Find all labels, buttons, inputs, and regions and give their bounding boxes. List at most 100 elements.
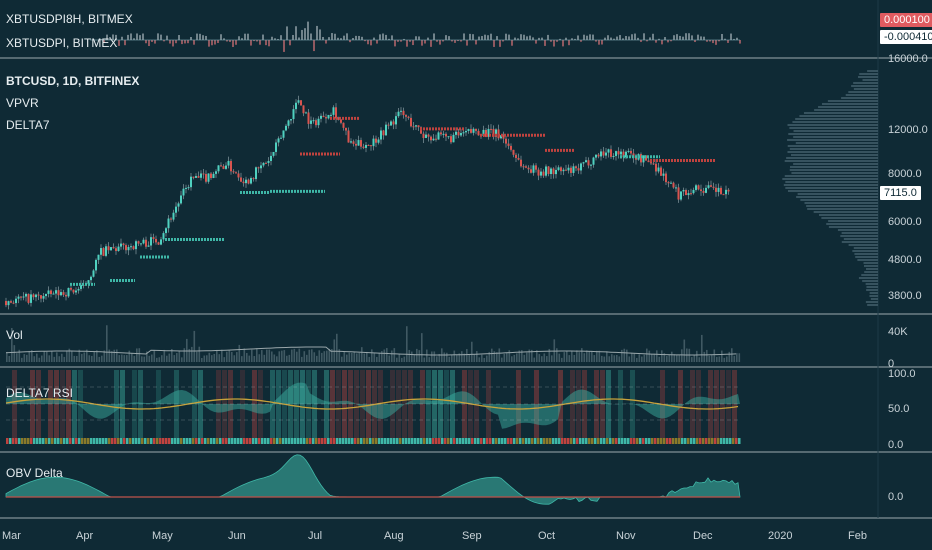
funding-bar [307, 21, 309, 40]
candle-body [287, 120, 290, 126]
funding-bar [541, 37, 543, 40]
volume-bar [608, 356, 611, 362]
price-tick-4800: 4800.0 [888, 254, 922, 266]
candle-body [557, 167, 560, 170]
volume-bar [398, 353, 401, 362]
candle-body [105, 246, 107, 256]
funding-bar [601, 40, 603, 45]
candle-body [500, 135, 502, 139]
volume-bar [43, 351, 46, 362]
funding-bar [457, 40, 459, 42]
candle-body [185, 187, 187, 189]
candle-body [475, 128, 477, 131]
candle-body [575, 166, 577, 169]
rsi-signal-bar [66, 438, 69, 444]
candle-body [60, 292, 62, 296]
volume-bar [371, 349, 373, 362]
rsi-signal-bar [75, 438, 78, 444]
volume-bar [151, 354, 153, 362]
rsi-signal-bar [105, 438, 108, 444]
vpvr-bar [861, 274, 878, 276]
funding-bar [619, 35, 621, 40]
candle-body [525, 166, 527, 168]
funding-bar [169, 40, 171, 44]
rsi-signal-bar [432, 438, 435, 444]
candle-body [330, 114, 332, 116]
volume-bar [503, 353, 506, 362]
candle-body [677, 187, 680, 200]
volume-bar [713, 349, 716, 362]
funding-bar [691, 35, 693, 40]
funding-bar [109, 37, 111, 40]
candle-body [265, 162, 267, 164]
rsi-signal-bar [696, 438, 699, 444]
volume-bar [468, 354, 471, 362]
rsi-signal-bar [651, 438, 654, 444]
rsi-signal-bar [639, 438, 642, 444]
candle-body [217, 165, 220, 172]
volume-bar [363, 353, 366, 362]
volume-bar [38, 357, 41, 362]
rsi-background-band [114, 370, 119, 438]
funding-bar [127, 34, 129, 40]
volume-bar [313, 352, 316, 362]
rsi-background-band [288, 370, 293, 438]
volume-bar [448, 356, 451, 362]
candle-body [142, 239, 145, 244]
rsi-signal-bar [381, 438, 384, 444]
rsi-signal-bar [708, 438, 711, 444]
price-tick-3800: 3800.0 [888, 290, 922, 302]
funding-bar [226, 40, 228, 42]
candle-body [502, 135, 505, 139]
volume-bar [318, 350, 321, 362]
volume-bar [18, 349, 21, 362]
candle-body [695, 185, 697, 190]
volume-bar [188, 348, 191, 362]
volume-bar [661, 350, 663, 362]
rsi-signal-bar [102, 438, 105, 444]
volume-bar [283, 350, 286, 362]
candle-body [662, 173, 665, 176]
funding-bar [241, 38, 243, 40]
volume-bar [221, 349, 223, 362]
candle-body [275, 142, 277, 152]
funding-bar [373, 37, 375, 40]
indicator-delta7[interactable]: DELTA7 [6, 118, 50, 132]
rsi-signal-bar [519, 438, 522, 444]
funding-bar [232, 40, 234, 47]
vpvr-bar [864, 271, 878, 273]
rsi-signal-bar [480, 438, 483, 444]
candle-body [110, 247, 112, 251]
rsi-signal-bar [189, 438, 192, 444]
funding-bar [652, 33, 654, 40]
rsi-signal-bar [294, 438, 297, 444]
candle-body [15, 298, 17, 304]
vpvr-bar [803, 112, 878, 114]
rsi-signal-bar [627, 438, 630, 444]
volume-bar [611, 354, 613, 362]
vpvr-bar [785, 187, 878, 189]
rsi-signal-bar [648, 438, 651, 444]
vpvr-bar [787, 151, 878, 153]
rsi-signal-bar [336, 438, 339, 444]
volume-bar [358, 352, 361, 362]
candle-body [605, 152, 607, 156]
funding-bar [322, 36, 324, 40]
volume-bar [93, 351, 96, 362]
indicator-vpvr[interactable]: VPVR [6, 96, 39, 110]
candle-body [725, 189, 727, 195]
candle-body [332, 107, 335, 115]
rsi-background-band [690, 370, 695, 438]
funding-bar [160, 34, 162, 40]
rsi-signal-bar [270, 438, 273, 444]
volume-bar [628, 356, 631, 362]
volume-bar [638, 354, 641, 362]
rsi-signal-bar [354, 438, 357, 444]
volume-bar [623, 348, 626, 362]
funding-bar [583, 34, 585, 40]
candle-body [372, 138, 375, 147]
rsi-background-band [444, 370, 449, 438]
rsi-signal-bar [132, 438, 135, 444]
rsi-signal-bar [228, 438, 231, 444]
candle-body [692, 189, 695, 194]
